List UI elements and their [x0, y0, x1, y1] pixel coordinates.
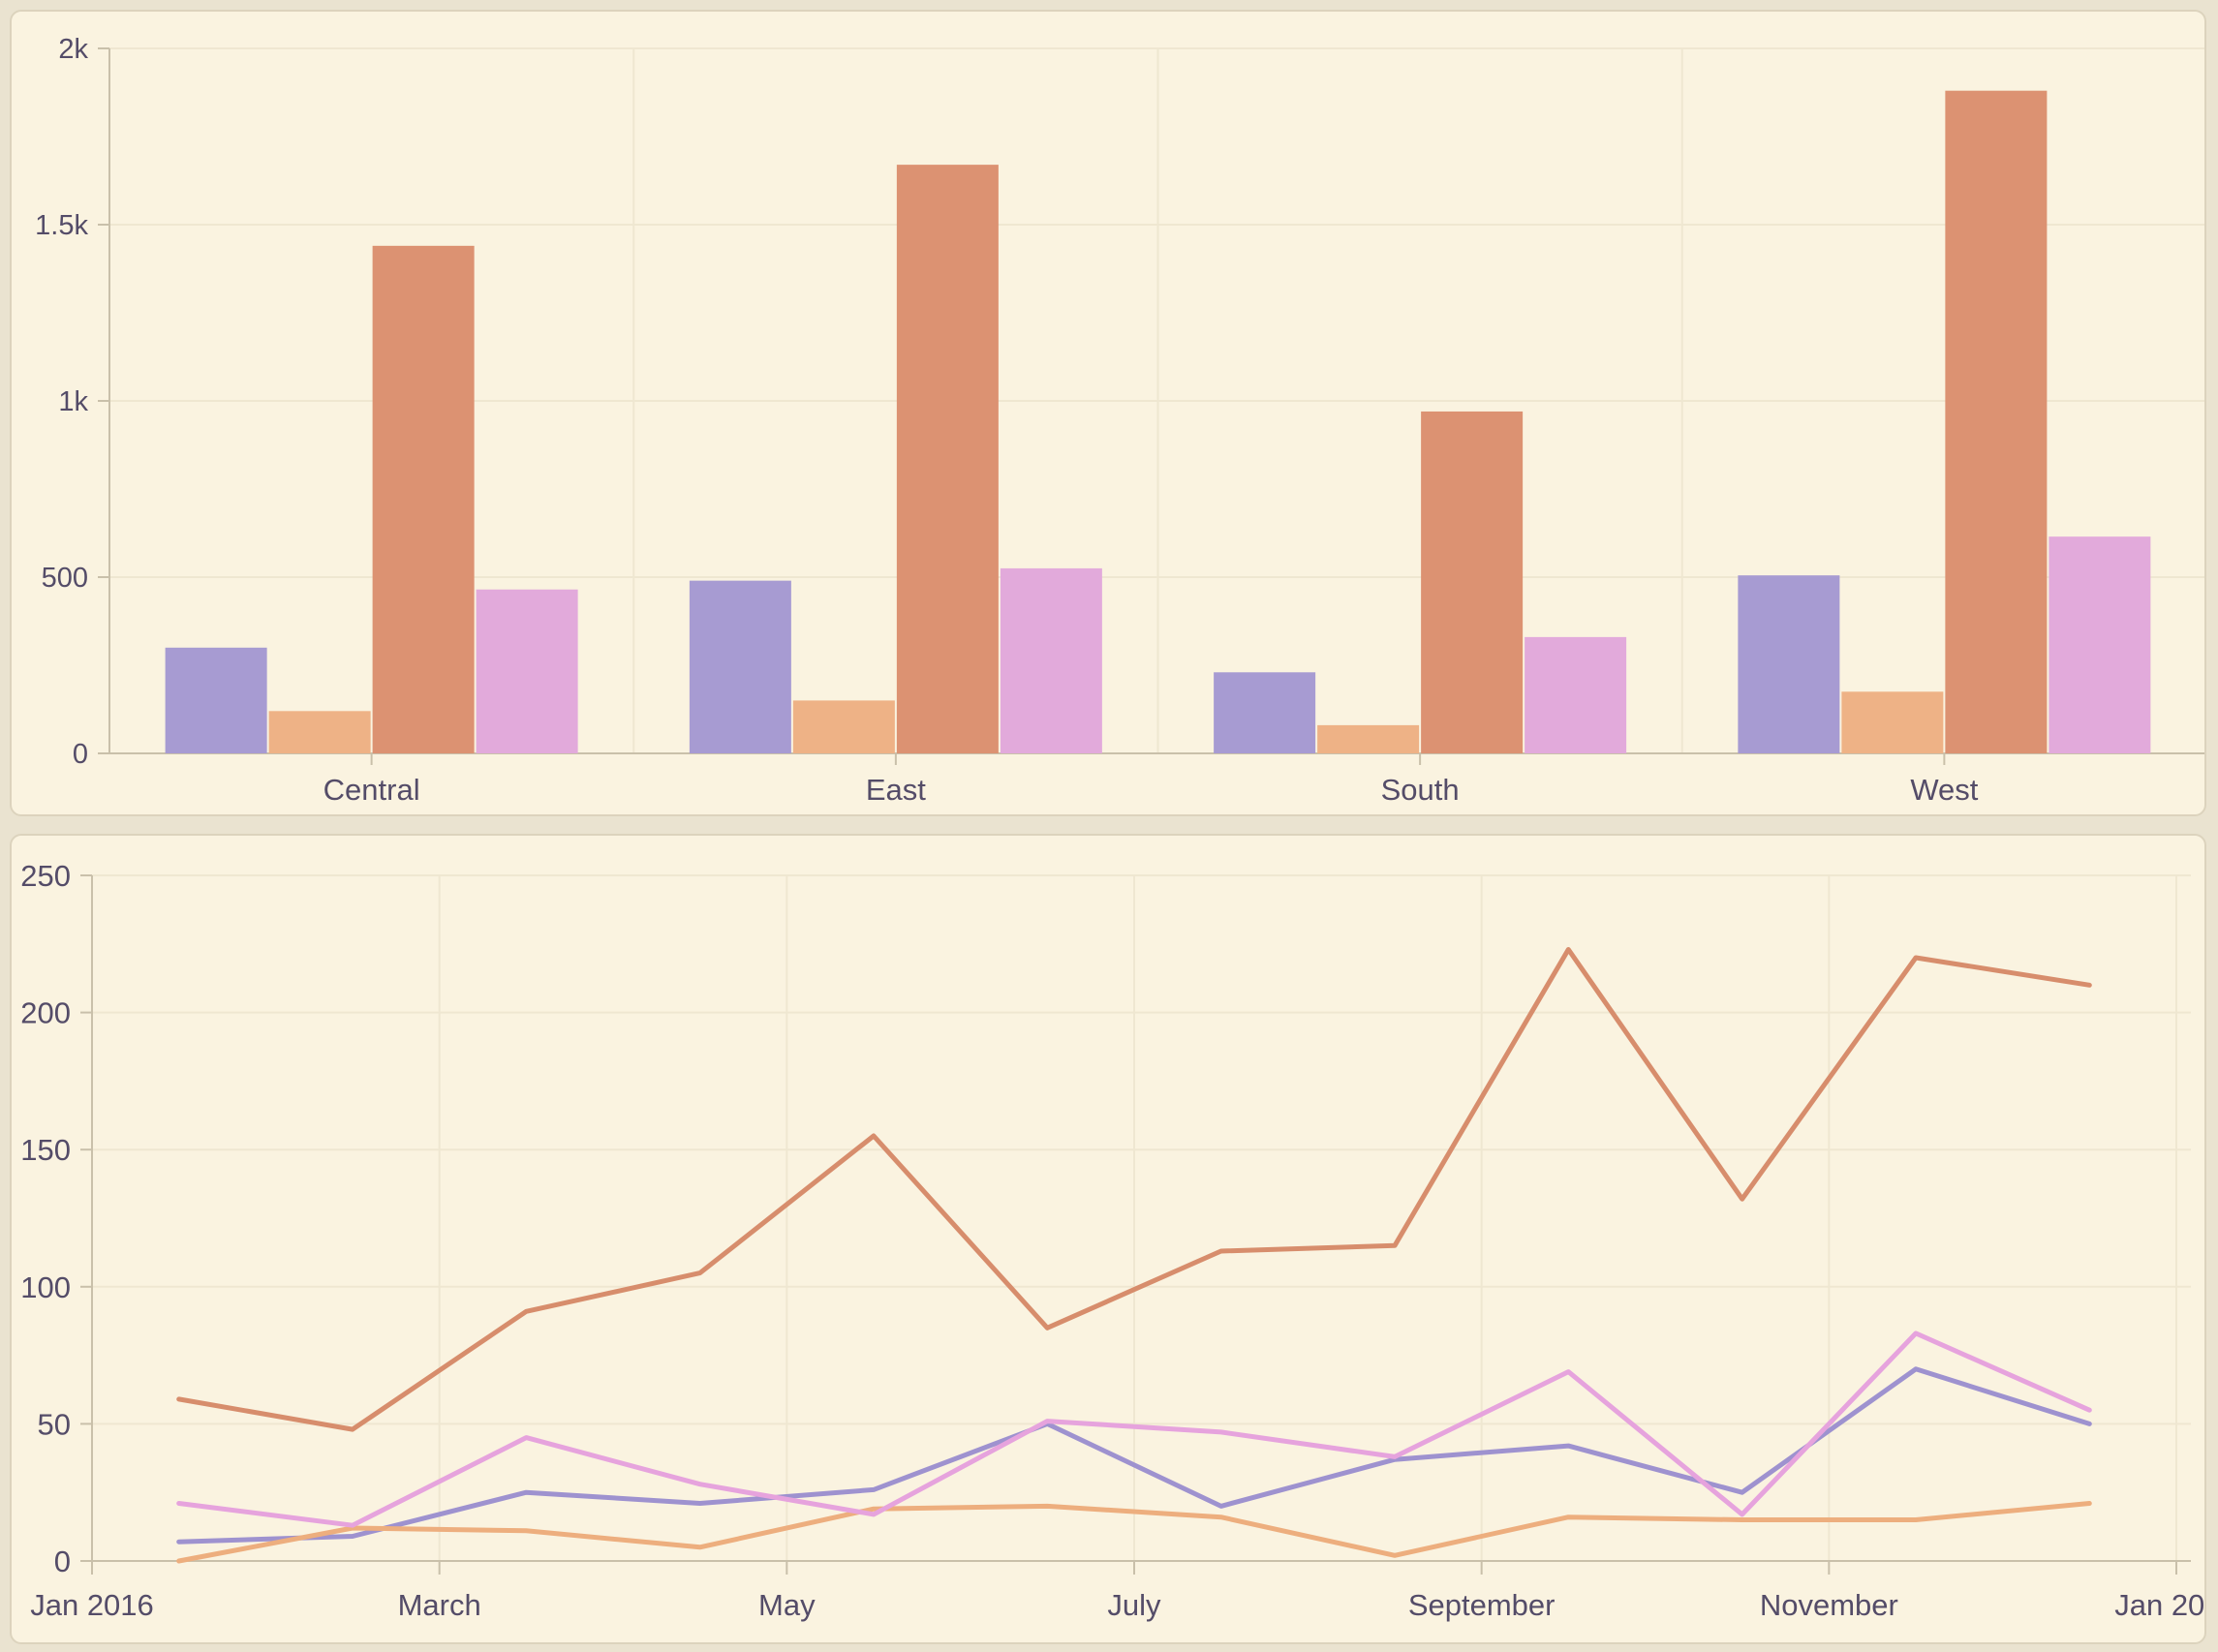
bar-east-pink[interactable] — [1000, 567, 1102, 753]
bar-west-pink[interactable] — [2049, 536, 2151, 753]
y-axis-label: 2k — [58, 34, 88, 65]
bar-east-salmon[interactable] — [896, 165, 999, 753]
bar-south-pink[interactable] — [1525, 636, 1627, 753]
category-label-south: South — [1381, 773, 1460, 807]
y-axis-label: 150 — [20, 1133, 71, 1167]
bar-central-orange[interactable] — [268, 711, 371, 753]
line-orange[interactable] — [176, 1501, 2092, 1564]
bar-chart-panel: 0 500 1k 1.5k 2k Central East South West — [10, 10, 2206, 816]
x-axis-label-july: July — [1107, 1588, 1161, 1622]
y-axis-label: 200 — [20, 996, 71, 1030]
y-axis-label: 0 — [73, 739, 88, 770]
x-axis-label-jan-2017: Jan 2017 — [2114, 1588, 2204, 1622]
monthly-line-chart[interactable]: 0 50 100 150 200 250 Jan 2016 March May July Septe… — [12, 836, 2204, 1642]
bar-south-purple[interactable] — [1214, 672, 1316, 753]
x-axis-label-november: November — [1760, 1588, 1898, 1622]
bar-south-orange[interactable] — [1317, 724, 1420, 753]
x-axis-label-jan-2016: Jan 2016 — [30, 1588, 154, 1622]
grouped-bar-chart[interactable]: 0 500 1k 1.5k 2k Central East South West — [12, 12, 2204, 814]
category-label-west: West — [1910, 773, 1978, 807]
bar-central-salmon[interactable] — [372, 245, 475, 754]
x-axis-label-may: May — [758, 1588, 816, 1622]
bar-west-orange[interactable] — [1841, 691, 1944, 753]
y-axis-label: 250 — [20, 859, 71, 893]
line-pink[interactable] — [176, 1331, 2092, 1528]
x-axis-label-september: September — [1408, 1588, 1556, 1622]
bar-east-purple[interactable] — [689, 580, 791, 753]
y-axis-label: 50 — [38, 1407, 71, 1441]
bar-west-salmon[interactable] — [1945, 90, 2048, 754]
y-axis-label: 500 — [42, 563, 88, 594]
x-axis-label-march: March — [398, 1588, 481, 1622]
y-axis-label: 1.5k — [35, 210, 88, 241]
category-label-east: East — [866, 773, 926, 807]
y-axis-label: 1k — [58, 386, 88, 417]
category-label-central: Central — [323, 773, 420, 807]
line-chart-panel: 0 50 100 150 200 250 Jan 2016 March May July Septe… — [10, 834, 2206, 1644]
bar-west-purple[interactable] — [1738, 575, 1840, 753]
y-axis-label: 100 — [20, 1270, 71, 1304]
line-salmon[interactable] — [176, 947, 2092, 1432]
y-axis-label: 0 — [54, 1545, 71, 1578]
bar-east-orange[interactable] — [792, 700, 895, 753]
line-purple[interactable] — [176, 1366, 2092, 1545]
bar-central-pink[interactable] — [476, 589, 578, 753]
bar-central-purple[interactable] — [165, 647, 267, 753]
bar-south-salmon[interactable] — [1421, 411, 1524, 753]
